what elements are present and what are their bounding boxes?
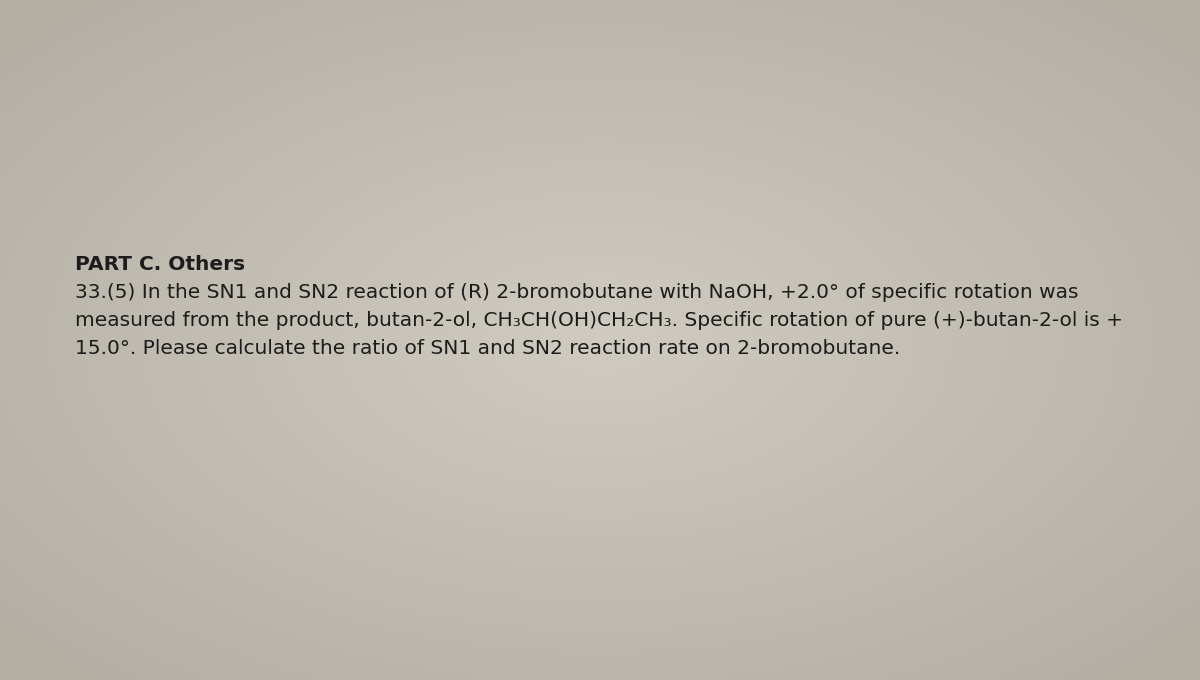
Text: 15.0°. Please calculate the ratio of SN1 and SN2 reaction rate on 2-bromobutane.: 15.0°. Please calculate the ratio of SN1… bbox=[74, 339, 900, 358]
Text: PART C. Others: PART C. Others bbox=[74, 255, 245, 274]
Text: measured from the product, butan-2-ol, CH₃CH(OH)CH₂CH₃. Specific rotation of pur: measured from the product, butan-2-ol, C… bbox=[74, 311, 1123, 330]
Text: 33.(5) In the SN1 and SN2 reaction of (R) 2-bromobutane with NaOH, +2.0° of spec: 33.(5) In the SN1 and SN2 reaction of (R… bbox=[74, 283, 1079, 302]
